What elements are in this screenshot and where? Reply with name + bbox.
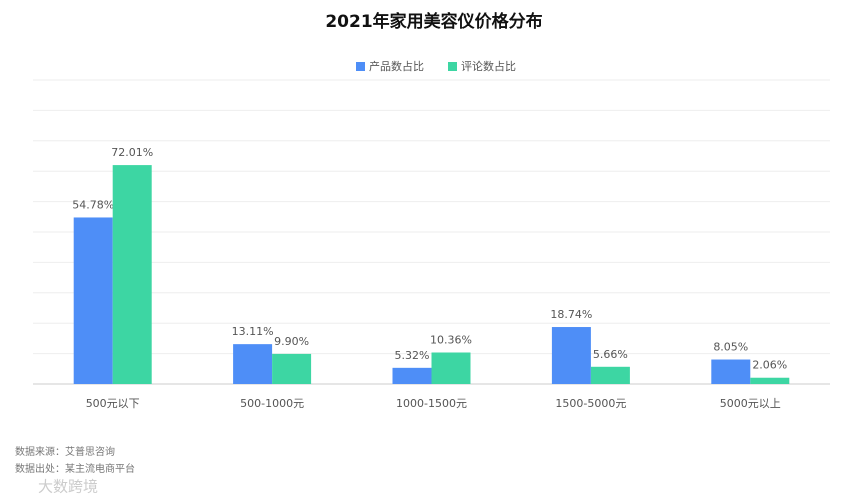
bar [272, 353, 312, 384]
legend-swatch [448, 62, 457, 71]
x-tick-label: 1000-1500元 [396, 397, 467, 410]
bar [431, 352, 471, 384]
legend-label: 评论数占比 [461, 59, 516, 73]
bar [112, 165, 152, 384]
value-label: 9.90% [274, 335, 309, 348]
x-tick-label: 500-1000元 [240, 397, 304, 410]
value-label: 13.11% [232, 325, 274, 338]
value-label: 8.05% [713, 341, 748, 354]
x-tick-label: 5000元以上 [720, 397, 781, 410]
value-label: 5.66% [593, 348, 628, 361]
legend-label: 产品数占比 [369, 59, 424, 73]
bar [233, 344, 273, 384]
bar [73, 217, 113, 384]
bar [551, 327, 591, 384]
bar [711, 359, 751, 384]
chart-title: 2021年家用美容仪价格分布 [325, 11, 542, 32]
value-label: 5.32% [395, 349, 430, 362]
x-tick-label: 1500-5000元 [555, 397, 626, 410]
value-label: 54.78% [72, 198, 114, 211]
value-label: 72.01% [111, 146, 153, 159]
legend-swatch [356, 62, 365, 71]
source-note: 数据来源：艾普思咨询 [15, 445, 115, 458]
origin-note: 数据出处：某主流电商平台 [15, 462, 135, 475]
value-label: 2.06% [752, 359, 787, 372]
x-tick-label: 500元以下 [86, 397, 140, 410]
bar [590, 366, 630, 384]
bar [392, 367, 432, 384]
value-label: 10.36% [430, 334, 472, 347]
logo: 大数跨境 [38, 478, 98, 496]
value-label: 18.74% [550, 308, 592, 321]
bar [750, 377, 790, 384]
